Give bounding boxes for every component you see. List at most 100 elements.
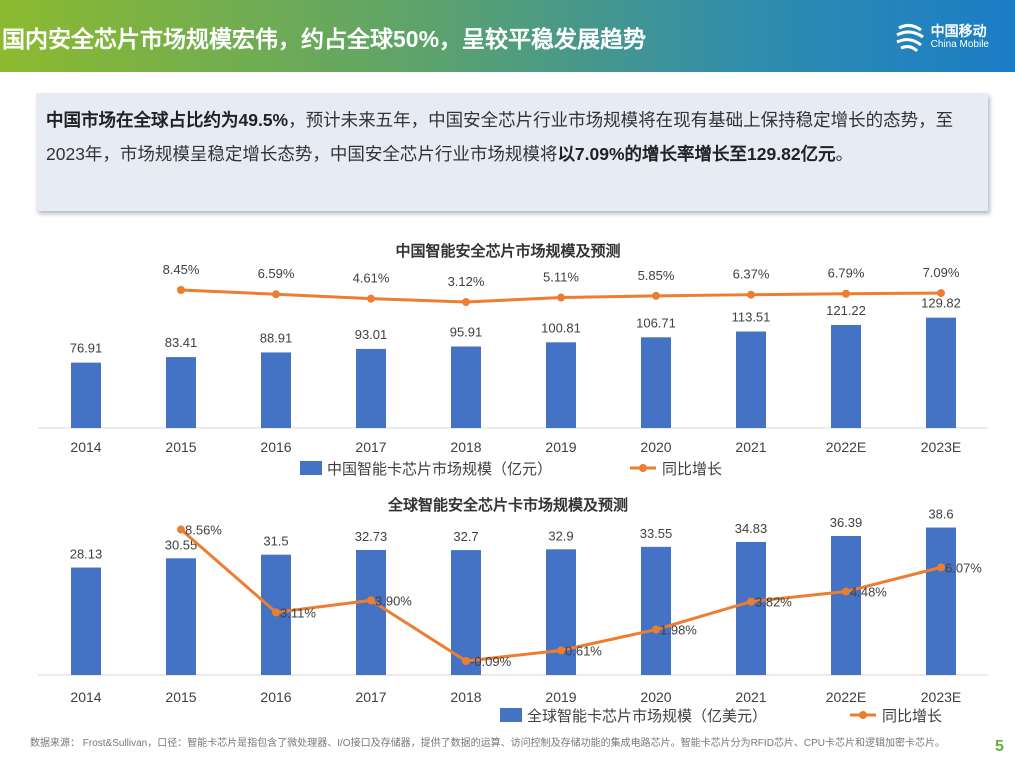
- growth-label: 7.09%: [923, 265, 960, 280]
- growth-point: [842, 587, 850, 596]
- x-tick-label: 2021: [735, 689, 766, 705]
- growth-point: [367, 294, 375, 303]
- x-tick-label: 2017: [355, 689, 386, 705]
- growth-point: [652, 625, 660, 634]
- bar-value-label: 83.41: [165, 335, 198, 350]
- bar: [736, 541, 766, 675]
- growth-point: [367, 596, 375, 605]
- growth-label: 6.79%: [828, 266, 865, 281]
- x-tick-label: 2023E: [921, 689, 961, 705]
- legend-bar-swatch: [300, 461, 322, 475]
- legend-line-marker: [639, 464, 647, 472]
- bar: [736, 331, 766, 428]
- page-number: 5: [995, 738, 1004, 755]
- growth-point: [557, 293, 565, 302]
- bar: [831, 324, 861, 428]
- x-tick-label: 2015: [165, 439, 196, 455]
- summary-box: 中国市场在全球占比约为49.5%，预计未来五年，中国安全芯片行业市场规模将在现有…: [36, 93, 988, 211]
- growth-point: [842, 289, 850, 298]
- bar-value-label: 106.71: [636, 315, 676, 330]
- bar-value-label: 36.39: [830, 515, 863, 530]
- growth-label: 8.45%: [163, 262, 200, 277]
- x-tick-label: 2017: [355, 439, 386, 455]
- bar-value-label: 33.55: [640, 526, 673, 541]
- growth-label: 8.56%: [185, 523, 222, 538]
- bar-value-label: 34.83: [735, 521, 768, 536]
- growth-label: 3.82%: [755, 595, 792, 610]
- growth-point: [177, 286, 185, 295]
- x-tick-label: 2021: [735, 439, 766, 455]
- growth-point: [462, 298, 470, 306]
- bar-value-label: 76.91: [70, 341, 103, 356]
- summary-text-2: 。: [835, 144, 854, 164]
- growth-label: 6.59%: [258, 266, 295, 281]
- bar-value-label: 32.9: [548, 528, 573, 543]
- bar: [71, 362, 101, 428]
- bar-value-label: 93.01: [355, 327, 388, 342]
- legend-bar-label: 全球智能卡芯片市场规模（亿美元）: [527, 707, 767, 725]
- growth-point: [462, 657, 470, 665]
- growth-point: [557, 646, 565, 655]
- bar-value-label: 32.7: [453, 529, 478, 544]
- growth-label: 0.61%: [565, 643, 602, 658]
- bar: [546, 342, 576, 428]
- bar-value-label: 30.55: [165, 537, 198, 552]
- growth-point: [177, 525, 185, 534]
- bar-value-label: 32.73: [355, 529, 388, 544]
- growth-label: 4.48%: [850, 585, 887, 600]
- growth-point: [937, 563, 945, 572]
- bar-value-label: 28.13: [70, 547, 103, 562]
- chart-title: 中国智能安全芯片市场规模及预测: [395, 242, 620, 260]
- bar-value-label: 95.91: [450, 324, 483, 339]
- summary-bold-1: 中国市场在全球占比约为49.5%: [46, 110, 289, 130]
- china-mobile-swirl-icon: [895, 23, 924, 53]
- bar-value-label: 113.51: [732, 310, 771, 325]
- legend-line-label: 同比增长: [662, 461, 722, 478]
- x-tick-label: 2014: [70, 689, 101, 705]
- bar: [166, 357, 196, 428]
- chart-title: 全球智能安全芯片卡市场规模及预测: [387, 496, 628, 514]
- growth-label: 3.90%: [375, 593, 412, 608]
- growth-label: -0.09%: [470, 654, 512, 669]
- legend-bar-swatch: [500, 708, 522, 722]
- bar: [451, 346, 481, 428]
- growth-point: [272, 608, 280, 617]
- x-tick-label: 2019: [545, 439, 576, 455]
- bar: [356, 348, 386, 428]
- x-tick-label: 2020: [640, 439, 671, 455]
- x-tick-label: 2018: [450, 689, 481, 705]
- x-tick-label: 2018: [450, 439, 481, 455]
- x-tick-label: 2023E: [921, 439, 961, 455]
- growth-point: [652, 291, 660, 300]
- growth-point: [272, 290, 280, 299]
- bar: [166, 558, 196, 675]
- bar: [926, 527, 956, 675]
- page-title: 国内安全芯片市场规模宏伟，约占全球50%，呈较平稳发展趋势: [2, 26, 647, 52]
- bar-value-label: 31.5: [263, 534, 288, 549]
- bar: [261, 352, 291, 428]
- x-tick-label: 2015: [165, 689, 196, 705]
- bar-value-label: 38.6: [928, 507, 953, 522]
- growth-label: 6.07%: [945, 560, 982, 575]
- bar-value-label: 121.22: [826, 303, 866, 318]
- bar: [641, 337, 671, 428]
- legend-line-marker: [859, 711, 867, 719]
- x-tick-label: 2016: [260, 439, 291, 455]
- legend-line-label: 同比增长: [882, 708, 942, 725]
- growth-label: 3.11%: [280, 605, 316, 620]
- legend-bar-label: 中国智能卡芯片市场规模（亿元）: [327, 460, 552, 478]
- china-mobile-logo: 中国移动 China Mobile: [893, 20, 989, 54]
- growth-label: 6.37%: [733, 267, 770, 282]
- x-tick-label: 2019: [545, 689, 576, 705]
- growth-label: 3.12%: [448, 274, 485, 289]
- logo-cn: 中国移动: [930, 23, 987, 39]
- header-banner: 国内安全芯片市场规模宏伟，约占全球50%，呈较平稳发展趋势 中国移动 China …: [0, 0, 1015, 72]
- growth-point: [937, 289, 945, 298]
- logo-en: China Mobile: [930, 39, 989, 50]
- summary-bold-2: 以7.09%的增长率增长至129.82亿元: [557, 144, 836, 164]
- bar: [71, 567, 101, 675]
- growth-point: [747, 597, 755, 606]
- x-tick-label: 2022E: [826, 689, 866, 705]
- bar: [831, 535, 861, 675]
